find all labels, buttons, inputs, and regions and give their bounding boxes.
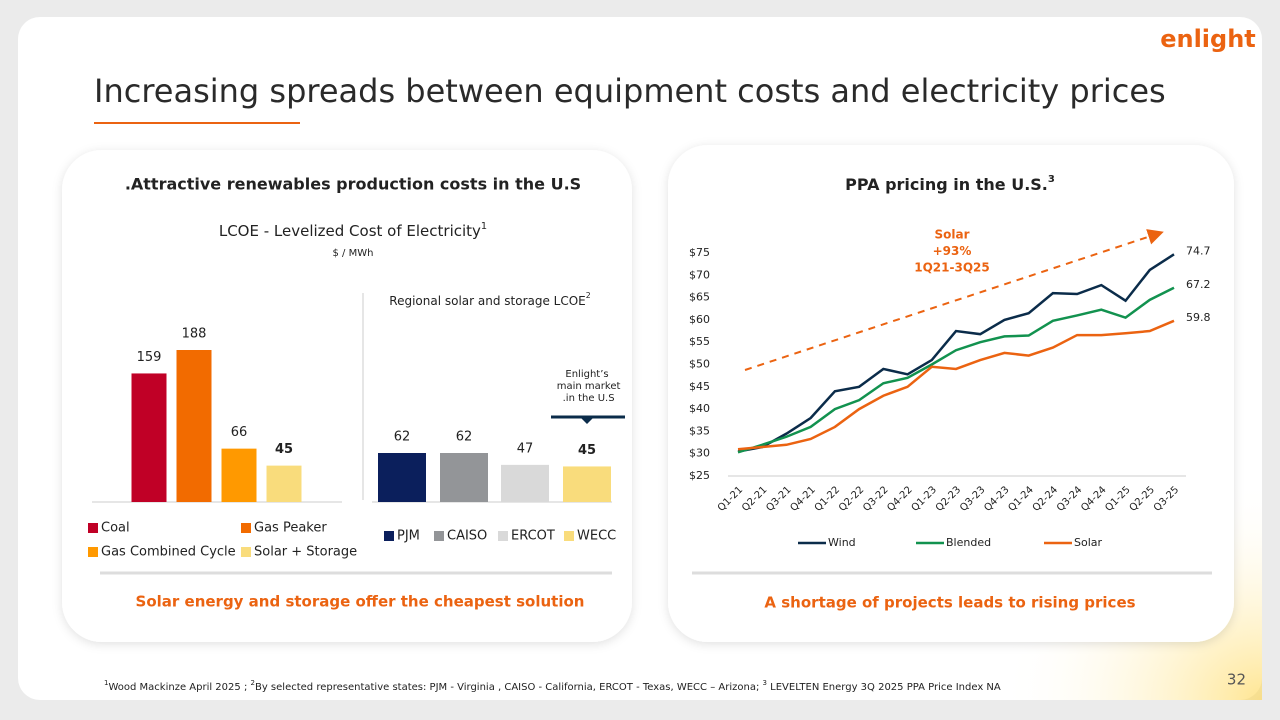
legend-label: Blended: [946, 536, 991, 549]
panel-header: .Attractive renewables production costs …: [125, 175, 581, 194]
left-panel: [62, 150, 632, 642]
legend-label: WECC: [577, 529, 616, 544]
logo: enlight: [1160, 25, 1256, 53]
legend-swatch: [241, 547, 251, 557]
legend-swatch: [241, 523, 251, 533]
header-note: 3: [1048, 174, 1055, 185]
footnote: 1Wood Mackinze April 2025 ; 2By selected…: [104, 679, 1001, 693]
legend-label: Wind: [828, 536, 856, 549]
chart-title-text: LCOE - Levelized Cost of Electricity: [219, 222, 481, 240]
chart-title-note: 2: [586, 291, 591, 300]
footnote-note: 3: [763, 679, 767, 687]
annotation: Solar: [934, 228, 969, 242]
end-label: 74.7: [1186, 244, 1211, 257]
end-label: 59.8: [1186, 311, 1211, 324]
footnote-text: Wood Mackinze April 2025 ;: [108, 682, 250, 693]
legend-label: PJM: [397, 529, 420, 544]
y-tick-label: $60: [689, 313, 710, 326]
annotation: +93%: [933, 244, 972, 258]
line-series: [737, 319, 1175, 451]
legend-label: ERCOT: [511, 529, 555, 544]
data-label: 62: [394, 430, 411, 445]
y-tick-label: $70: [689, 268, 710, 281]
bar: [440, 453, 488, 502]
legend-label: Gas Combined Cycle: [101, 545, 236, 560]
legend-swatch: [564, 531, 574, 541]
right-panel: [668, 145, 1234, 642]
footnote-text: LEVELTEN Energy 3Q 2025 PPA Price Index …: [767, 682, 1001, 693]
legend-swatch: [88, 547, 98, 557]
legend-swatch: [88, 523, 98, 533]
legend-label: Solar: [1074, 536, 1103, 549]
legend-swatch: [434, 531, 444, 541]
y-tick-label: $25: [689, 469, 710, 482]
bar: [266, 465, 302, 502]
legend-label: Coal: [101, 521, 130, 536]
chart-subtitle: $ / MWh: [333, 248, 374, 259]
slide-title: Increasing spreads between equipment cos…: [94, 72, 1166, 110]
legend-swatch: [498, 531, 508, 541]
annotation-line: .in the U.S: [559, 393, 614, 404]
bar: [378, 453, 426, 502]
line-series: [737, 253, 1175, 453]
annotation-line: Enlight’s: [565, 369, 608, 380]
data-label: 159: [137, 350, 162, 365]
footnote-text: By selected representative states: PJM -…: [255, 682, 763, 693]
bar: [131, 373, 167, 502]
bar: [176, 350, 212, 502]
annotation: 1Q21-3Q25: [914, 261, 989, 275]
y-tick-label: $50: [689, 358, 710, 371]
bar: [501, 464, 549, 502]
data-label: 47: [517, 441, 534, 456]
y-tick-label: $75: [689, 246, 710, 259]
panel-header: PPA pricing in the U.S.3: [845, 174, 1055, 194]
legend-label: Gas Peaker: [254, 521, 327, 536]
header-text: PPA pricing in the U.S.: [845, 175, 1048, 194]
panel-caption: Solar energy and storage offer the cheap…: [136, 593, 585, 611]
y-tick-label: $45: [689, 380, 710, 393]
data-label: 188: [182, 327, 207, 342]
footnote-note: 2: [251, 679, 255, 687]
end-label: 67.2: [1186, 278, 1211, 291]
data-label: 45: [275, 442, 293, 457]
panel-caption: A shortage of projects leads to rising p…: [764, 594, 1135, 612]
data-label: 62: [456, 430, 473, 445]
y-tick-label: $65: [689, 291, 710, 304]
annotation-line: main market: [554, 381, 621, 392]
legend-label: Solar + Storage: [254, 545, 357, 560]
y-tick-label: $30: [689, 447, 710, 460]
y-tick-label: $35: [689, 424, 710, 437]
data-label: 66: [231, 425, 248, 440]
legend-label: CAISO: [447, 529, 487, 544]
data-label: 45: [578, 443, 596, 458]
line-series: [737, 286, 1175, 454]
chart-title-note: 1: [481, 221, 487, 232]
chart-title: LCOE - Levelized Cost of Electricity1: [219, 221, 487, 240]
legend-swatch: [384, 531, 394, 541]
bar: [221, 448, 257, 502]
bar: [563, 466, 611, 502]
footnote-note: 1: [104, 679, 108, 687]
page-number: 32: [1227, 671, 1246, 689]
annotation: Enlight’s main market .in the U.S: [554, 369, 621, 404]
y-tick-label: $40: [689, 402, 710, 415]
chart-title: Regional solar and storage LCOE2: [389, 291, 591, 308]
annotation-pointer: [580, 417, 594, 424]
chart-title-text: Regional solar and storage LCOE: [389, 294, 586, 308]
y-tick-label: $55: [689, 335, 710, 348]
trend-arrow: [744, 229, 1164, 371]
